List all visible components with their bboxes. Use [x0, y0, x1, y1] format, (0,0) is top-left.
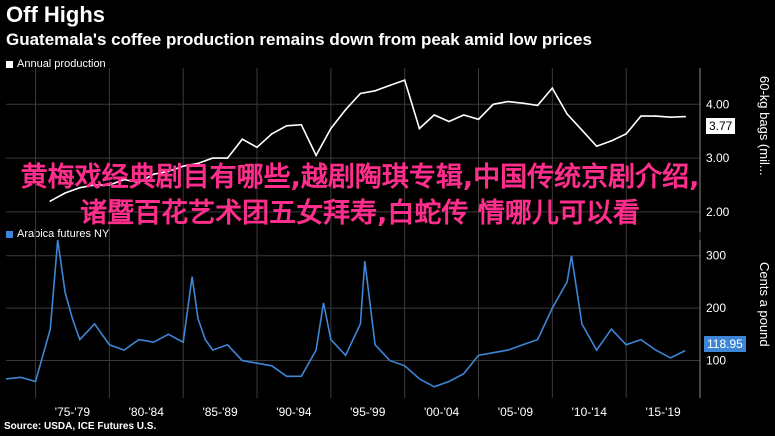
production-point — [330, 127, 332, 130]
x-tick-label: '85-'89 — [202, 405, 238, 419]
production-point — [522, 102, 524, 104]
production-point — [477, 118, 480, 121]
price-y-tick: 100 — [706, 354, 726, 368]
x-tick-label: '15-'19 — [645, 405, 681, 419]
production-point — [462, 114, 465, 116]
production-last-value: 3.77 — [706, 118, 736, 134]
price-legend-label: Arabica futures NY — [17, 228, 110, 240]
production-y-axis-title: 60-kg bags (mil... — [757, 76, 772, 176]
production-point — [152, 173, 155, 176]
production-point — [49, 200, 52, 202]
price-y-tick: 200 — [706, 301, 726, 315]
production-point — [595, 145, 598, 148]
production-y-tick: 3.00 — [706, 151, 730, 165]
production-legend: Annual production — [6, 58, 106, 70]
chart-title: Off Highs — [6, 2, 105, 27]
production-point — [167, 170, 170, 173]
production-y-tick: 4.00 — [706, 97, 730, 111]
price-y-tick: 300 — [706, 249, 726, 263]
price-legend: Arabica futures NY — [6, 228, 109, 240]
price-y-axis-title: Cents a pound — [757, 262, 772, 347]
production-point — [625, 133, 627, 135]
production-series-line — [49, 79, 686, 202]
production-point — [654, 115, 657, 117]
production-point — [566, 113, 568, 115]
price-series-line — [5, 239, 686, 388]
production-point — [182, 165, 184, 167]
production-legend-swatch — [6, 60, 13, 68]
production-point — [507, 100, 509, 103]
production-point — [359, 92, 362, 95]
production-point — [64, 192, 66, 194]
production-point — [418, 127, 421, 130]
production-point — [241, 138, 244, 141]
production-point — [374, 90, 376, 92]
price-legend-swatch — [6, 230, 13, 238]
production-point — [315, 154, 317, 157]
chart-subtitle: Guatemala's coffee production remains do… — [6, 30, 592, 49]
production-point — [123, 178, 125, 181]
x-tick-label: '90-'94 — [276, 405, 312, 419]
production-point — [669, 116, 672, 118]
production-point — [79, 186, 81, 189]
production-point — [344, 108, 347, 111]
production-legend-label: Annual production — [17, 58, 106, 70]
x-tick-label: '05-'09 — [498, 405, 534, 419]
production-point — [300, 123, 303, 126]
production-point — [581, 129, 583, 131]
x-tick-label: '80-'84 — [129, 405, 165, 419]
production-point — [610, 140, 613, 142]
overlay-text: 黄梅戏经典剧目有哪些,越剧陶琪专辑,中国传统京剧介绍,诸暨百花艺术团五女拜寿,白… — [20, 162, 700, 229]
production-point — [211, 157, 214, 159]
production-point — [433, 114, 436, 116]
production-point — [256, 146, 258, 149]
production-point — [270, 133, 273, 135]
production-point — [536, 104, 539, 107]
x-tick-label: '95-'99 — [350, 405, 386, 419]
production-y-tick: 2.00 — [706, 205, 730, 219]
production-point — [108, 184, 111, 186]
production-point — [448, 120, 450, 123]
production-point — [197, 162, 199, 165]
production-point — [138, 181, 140, 184]
x-tick-label: '10-'14 — [572, 405, 608, 419]
x-tick-label: '00-'04 — [424, 405, 460, 419]
production-point — [684, 115, 687, 118]
x-tick-label: '75-'79 — [55, 405, 91, 419]
production-point — [226, 157, 229, 159]
production-point — [403, 79, 406, 81]
price-last-value: 118.95 — [704, 336, 746, 352]
source-note: Source: USDA, ICE Futures U.S. — [4, 421, 157, 432]
production-point — [492, 103, 495, 106]
production-point — [389, 84, 391, 87]
production-point — [640, 115, 642, 117]
production-point — [93, 184, 96, 186]
production-point — [551, 87, 554, 89]
production-point — [285, 124, 288, 127]
